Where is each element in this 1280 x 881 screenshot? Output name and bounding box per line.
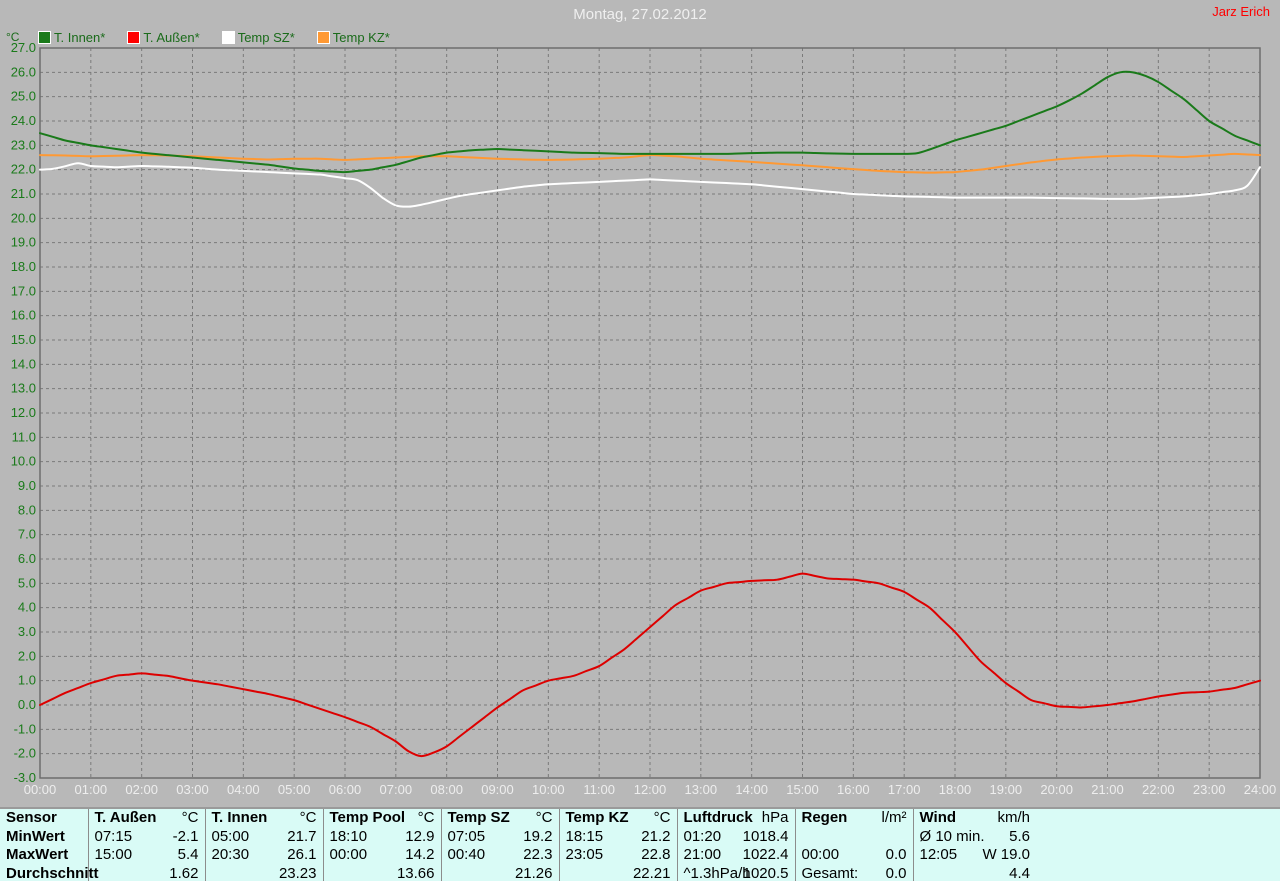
svg-text:09:00: 09:00 <box>481 782 514 797</box>
svg-text:18.0: 18.0 <box>11 259 36 274</box>
svg-text:19:00: 19:00 <box>990 782 1023 797</box>
svg-text:22:00: 22:00 <box>1142 782 1175 797</box>
svg-text:27.0: 27.0 <box>11 40 36 55</box>
svg-text:14.0: 14.0 <box>11 356 36 371</box>
svg-text:-1.0: -1.0 <box>14 721 36 736</box>
svg-text:00:00: 00:00 <box>24 782 57 797</box>
svg-text:2.0: 2.0 <box>18 648 36 663</box>
svg-text:26.0: 26.0 <box>11 64 36 79</box>
svg-text:01:00: 01:00 <box>75 782 108 797</box>
svg-text:12.0: 12.0 <box>11 405 36 420</box>
svg-text:10.0: 10.0 <box>11 454 36 469</box>
svg-text:8.0: 8.0 <box>18 502 36 517</box>
svg-text:5.0: 5.0 <box>18 575 36 590</box>
svg-text:19.0: 19.0 <box>11 235 36 250</box>
svg-text:13:00: 13:00 <box>685 782 718 797</box>
svg-text:11:00: 11:00 <box>583 782 615 797</box>
svg-text:03:00: 03:00 <box>176 782 209 797</box>
svg-text:9.0: 9.0 <box>18 478 36 493</box>
svg-text:24:00: 24:00 <box>1244 782 1277 797</box>
svg-text:04:00: 04:00 <box>227 782 260 797</box>
svg-text:05:00: 05:00 <box>278 782 311 797</box>
svg-text:23:00: 23:00 <box>1193 782 1226 797</box>
svg-text:13.0: 13.0 <box>11 381 36 396</box>
svg-text:25.0: 25.0 <box>11 89 36 104</box>
svg-text:02:00: 02:00 <box>125 782 158 797</box>
svg-text:21.0: 21.0 <box>11 186 36 201</box>
svg-text:7.0: 7.0 <box>18 527 36 542</box>
svg-text:3.0: 3.0 <box>18 624 36 639</box>
svg-text:1.0: 1.0 <box>18 673 36 688</box>
svg-text:10:00: 10:00 <box>532 782 565 797</box>
svg-text:14:00: 14:00 <box>735 782 768 797</box>
svg-text:21:00: 21:00 <box>1091 782 1124 797</box>
svg-text:08:00: 08:00 <box>430 782 463 797</box>
svg-text:20.0: 20.0 <box>11 210 36 225</box>
svg-text:12:00: 12:00 <box>634 782 667 797</box>
svg-text:0.0: 0.0 <box>18 697 36 712</box>
svg-text:06:00: 06:00 <box>329 782 362 797</box>
svg-text:23.0: 23.0 <box>11 137 36 152</box>
svg-text:17:00: 17:00 <box>888 782 921 797</box>
svg-text:15.0: 15.0 <box>11 332 36 347</box>
svg-text:-2.0: -2.0 <box>14 746 36 761</box>
svg-text:16.0: 16.0 <box>11 308 36 323</box>
svg-text:6.0: 6.0 <box>18 551 36 566</box>
svg-text:18:00: 18:00 <box>939 782 972 797</box>
svg-text:20:00: 20:00 <box>1040 782 1073 797</box>
svg-text:07:00: 07:00 <box>380 782 413 797</box>
svg-text:4.0: 4.0 <box>18 600 36 615</box>
svg-text:15:00: 15:00 <box>786 782 819 797</box>
svg-text:17.0: 17.0 <box>11 283 36 298</box>
svg-text:16:00: 16:00 <box>837 782 870 797</box>
svg-text:11.0: 11.0 <box>12 429 36 444</box>
svg-text:24.0: 24.0 <box>11 113 36 128</box>
svg-text:22.0: 22.0 <box>11 162 36 177</box>
